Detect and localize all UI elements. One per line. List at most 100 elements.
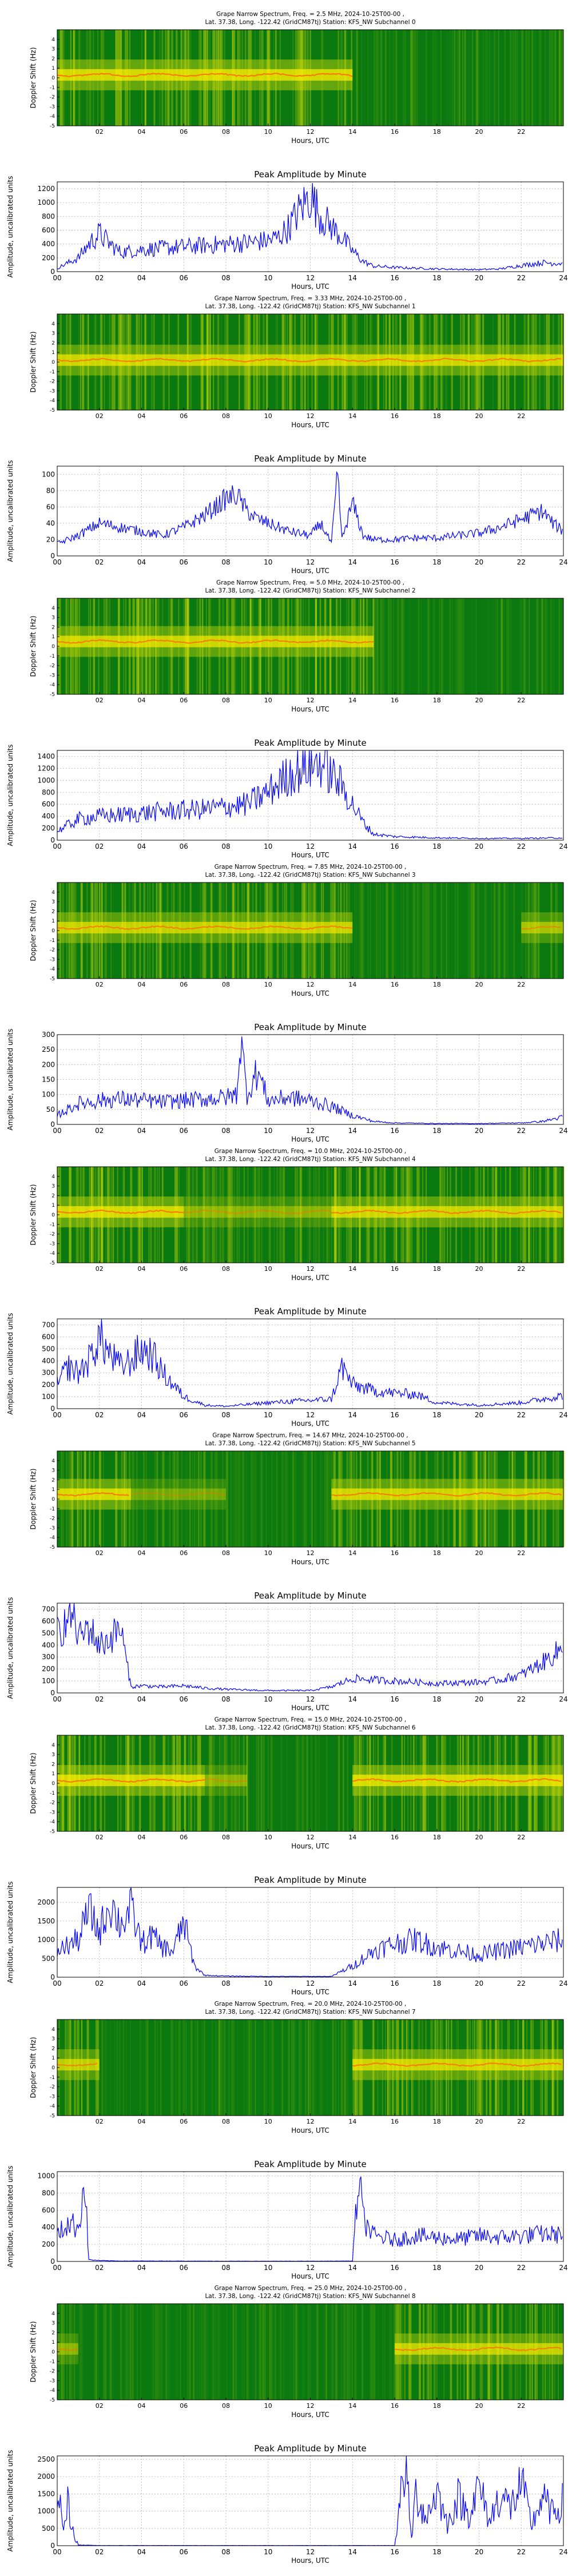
- y-tick-label: 1200: [37, 764, 55, 772]
- chart-subtitle: Lat. 37.38, Long. -122.42 (GridCM87tj) S…: [205, 872, 415, 878]
- noise-streak: [464, 30, 466, 126]
- doppler-trace: [57, 1209, 184, 1215]
- x-tick-label: 12: [307, 697, 315, 704]
- x-tick-label: 06: [180, 1411, 188, 1419]
- noise-streak: [140, 2304, 141, 2400]
- noise-streak: [300, 2020, 301, 2116]
- x-tick-label: 16: [390, 1411, 399, 1419]
- noise-streak: [286, 1735, 288, 1831]
- noise-streak: [252, 1167, 255, 1263]
- noise-streak: [367, 882, 368, 979]
- y-tick-label: 800: [42, 2189, 55, 2197]
- noise-streak: [166, 2304, 169, 2400]
- noise-streak: [362, 2304, 363, 2400]
- noise-streak: [280, 1735, 283, 1831]
- noise-streak: [227, 1167, 229, 1263]
- noise-streak: [154, 1451, 156, 1547]
- noise-streak: [464, 30, 466, 126]
- y-tick-label: 1: [51, 919, 55, 924]
- noise-streak: [232, 2304, 235, 2400]
- chart-subtitle: Lat. 37.38, Long. -122.42 (GridCM87tj) S…: [205, 587, 415, 594]
- noise-streak: [157, 2020, 158, 2116]
- x-tick-label: 12: [307, 412, 315, 420]
- noise-streak: [309, 2020, 311, 2116]
- y-tick-label: 4: [51, 2027, 55, 2033]
- y-tick-label: 200: [42, 1665, 55, 1673]
- x-tick-label: 22: [517, 274, 526, 282]
- x-tick-label: 20: [475, 981, 483, 988]
- noise-streak: [340, 2304, 343, 2400]
- x-tick-label: 22: [517, 2264, 526, 2272]
- noise-streak: [498, 30, 499, 126]
- noise-streak: [308, 2020, 309, 2116]
- y-tick-label: -3: [50, 2378, 55, 2384]
- noise-streak: [337, 1735, 340, 1831]
- y-tick-label: -2: [50, 1232, 55, 1238]
- noise-streak: [267, 1735, 269, 1831]
- noise-streak: [561, 30, 563, 126]
- y-tick-label: -4: [50, 114, 55, 120]
- noise-streak: [517, 30, 518, 126]
- noise-streak: [168, 2304, 170, 2400]
- noise-streak: [304, 2020, 307, 2116]
- noise-streak: [458, 598, 459, 694]
- noise-streak: [311, 2020, 313, 2116]
- noise-streak: [247, 2304, 248, 2400]
- noise-streak: [446, 882, 447, 979]
- noise-streak: [535, 30, 536, 126]
- noise-streak: [332, 2020, 334, 2116]
- noise-streak: [315, 1735, 317, 1831]
- signal-core: [184, 1206, 332, 1218]
- y-tick-label: -1: [50, 1222, 55, 1228]
- x-tick-label: 14: [348, 981, 356, 988]
- x-tick-label: 18: [433, 2118, 441, 2125]
- noise-streak: [194, 2020, 196, 2116]
- noise-streak: [292, 1451, 295, 1547]
- noise-streak: [251, 1451, 253, 1547]
- noise-streak: [561, 598, 563, 694]
- chart-title: Grape Narrow Spectrum, Freq. = 2.5 MHz, …: [216, 11, 404, 18]
- noise-streak: [237, 1451, 239, 1547]
- x-tick-label: 04: [138, 412, 146, 420]
- noise-streak: [346, 2304, 348, 2400]
- y-axis-label: Doppler Shift (Hz): [29, 900, 37, 961]
- noise-streak: [315, 1167, 318, 1263]
- plot-frame: [57, 181, 564, 272]
- x-tick-label: 08: [222, 981, 230, 988]
- y-tick-label: -4: [50, 967, 55, 972]
- noise-streak: [347, 1735, 348, 1831]
- x-tick-label: 14: [348, 558, 357, 566]
- noise-streak: [425, 882, 426, 979]
- noise-streak: [486, 30, 488, 126]
- noise-streak: [371, 2304, 372, 2400]
- y-tick-label: 0: [50, 552, 55, 560]
- x-tick-label: 06: [180, 697, 188, 704]
- x-tick-label: 06: [180, 981, 188, 988]
- noise-streak: [332, 2304, 333, 2400]
- noise-streak: [419, 882, 421, 979]
- chart-title: Peak Amplitude by Minute: [254, 2443, 366, 2454]
- noise-streak: [307, 1735, 309, 1831]
- noise-streak: [527, 30, 529, 126]
- noise-streak: [299, 2020, 300, 2116]
- noise-streak: [414, 882, 416, 979]
- x-tick-label: 06: [180, 1549, 188, 1557]
- noise-streak: [260, 1735, 263, 1831]
- noise-streak: [228, 1167, 229, 1263]
- x-tick-label: 06: [180, 274, 188, 282]
- noise-streak: [449, 598, 451, 694]
- y-tick-label: 1: [51, 1487, 55, 1493]
- noise-streak: [291, 2020, 293, 2116]
- noise-streak: [325, 2304, 327, 2400]
- chart-title: Peak Amplitude by Minute: [254, 169, 366, 180]
- noise-streak: [505, 882, 507, 979]
- noise-streak: [335, 2304, 338, 2400]
- noise-streak: [179, 2020, 181, 2116]
- y-axis-label: Doppler Shift (Hz): [29, 2037, 37, 2098]
- x-axis-label: Hours, UTC: [291, 2411, 329, 2419]
- x-axis-label: Hours, UTC: [291, 1988, 329, 1996]
- noise-streak: [326, 1167, 328, 1263]
- noise-streak: [416, 30, 418, 126]
- noise-streak: [233, 2304, 234, 2400]
- noise-streak: [160, 2020, 162, 2116]
